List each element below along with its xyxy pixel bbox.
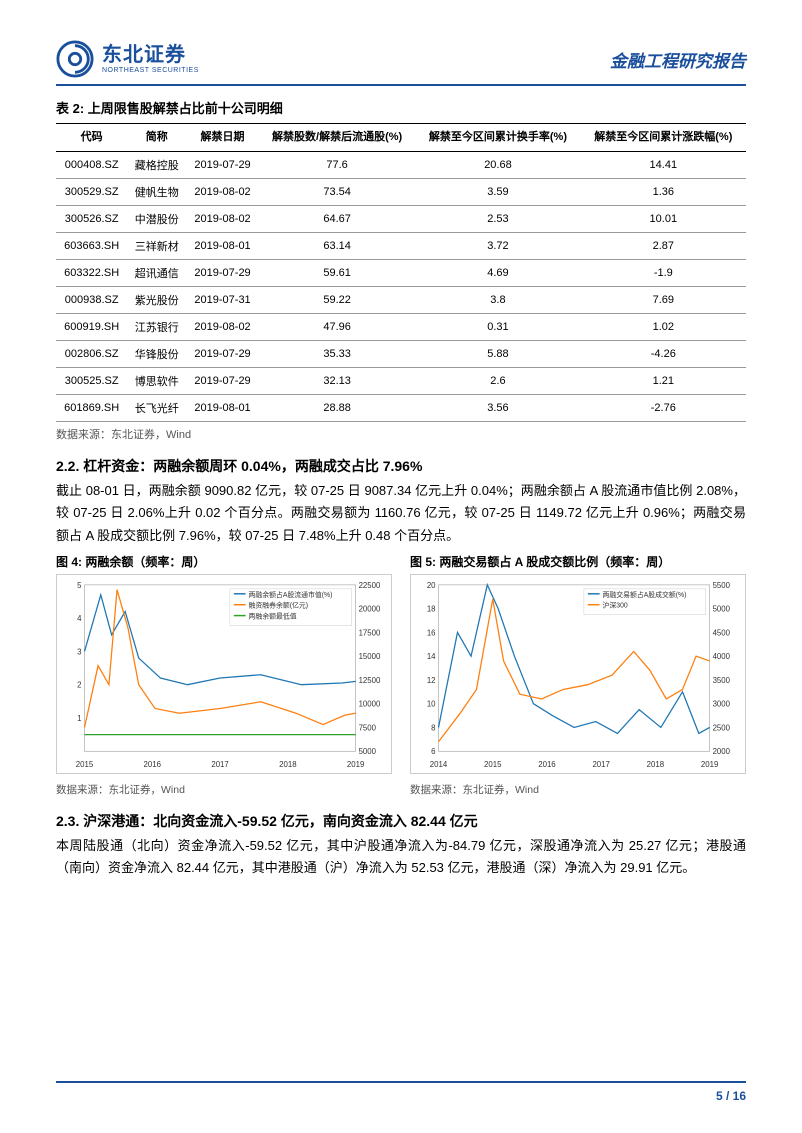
svg-text:2018: 2018 bbox=[279, 760, 297, 769]
svg-text:3000: 3000 bbox=[713, 699, 731, 708]
logo-block: 东北证券 NORTHEAST SECURITIES bbox=[56, 40, 199, 78]
svg-text:7500: 7500 bbox=[359, 723, 377, 732]
table-row: 603663.SH三祥新材2019-08-0163.143.722.87 bbox=[56, 233, 746, 260]
chart5: 6 8 10 12 14 16 18 20 2000 2500 3000 3500 4000 4500 50… bbox=[410, 574, 746, 774]
svg-text:2016: 2016 bbox=[144, 760, 162, 769]
svg-text:15000: 15000 bbox=[359, 652, 381, 661]
svg-text:5500: 5500 bbox=[713, 581, 731, 590]
table-row: 600919.SH江苏银行2019-08-0247.960.311.02 bbox=[56, 314, 746, 341]
svg-text:2015: 2015 bbox=[76, 760, 94, 769]
svg-text:12: 12 bbox=[427, 676, 436, 685]
svg-text:两融交易额占A股成交额(%): 两融交易额占A股成交额(%) bbox=[603, 589, 687, 598]
svg-text:2017: 2017 bbox=[592, 760, 609, 769]
table-row: 300529.SZ健帆生物2019-08-0273.543.591.36 bbox=[56, 179, 746, 206]
svg-text:6: 6 bbox=[431, 747, 436, 756]
svg-text:融资融券余额(亿元): 融资融券余额(亿元) bbox=[249, 600, 308, 609]
svg-text:14: 14 bbox=[427, 652, 436, 661]
page-number: 5 / 16 bbox=[716, 1089, 746, 1103]
table-row: 300526.SZ中潜股份2019-08-0264.672.5310.01 bbox=[56, 206, 746, 233]
table-header: 解禁股数/解禁后流通股(%) bbox=[259, 124, 415, 152]
svg-text:5000: 5000 bbox=[713, 604, 731, 613]
report-title: 金融工程研究报告 bbox=[610, 47, 746, 72]
svg-text:4000: 4000 bbox=[713, 652, 731, 661]
svg-text:1: 1 bbox=[77, 714, 81, 723]
table-row: 000408.SZ藏格控股2019-07-2977.620.6814.41 bbox=[56, 152, 746, 179]
section-22-heading: 2.2. 杠杆资金：两融余额周环 0.04%，两融成交占比 7.96% bbox=[56, 456, 746, 476]
svg-text:20: 20 bbox=[427, 581, 436, 590]
chart4-source: 数据来源：东北证券，Wind bbox=[56, 782, 392, 797]
table-header: 解禁至今区间累计换手率(%) bbox=[415, 124, 580, 152]
company-name-cn: 东北证券 bbox=[102, 45, 199, 65]
svg-text:3: 3 bbox=[77, 647, 82, 656]
svg-text:2015: 2015 bbox=[484, 760, 502, 769]
svg-text:2500: 2500 bbox=[713, 723, 731, 732]
svg-text:两融余额最低值: 两融余额最低值 bbox=[249, 611, 297, 620]
svg-text:22500: 22500 bbox=[359, 581, 381, 590]
svg-text:2019: 2019 bbox=[701, 760, 718, 769]
svg-text:5: 5 bbox=[77, 581, 82, 590]
chart4-title: 图 4: 两融余额（频率：周） bbox=[56, 553, 392, 570]
table-row: 000938.SZ紫光股份2019-07-3159.223.87.69 bbox=[56, 287, 746, 314]
svg-text:2017: 2017 bbox=[211, 760, 228, 769]
svg-text:沪深300: 沪深300 bbox=[603, 600, 628, 609]
svg-text:12500: 12500 bbox=[359, 676, 381, 685]
company-name-en: NORTHEAST SECURITIES bbox=[102, 67, 199, 74]
page-footer: 5 / 16 bbox=[56, 1081, 746, 1105]
svg-text:2016: 2016 bbox=[538, 760, 556, 769]
table-header: 解禁至今区间累计涨跌幅(%) bbox=[581, 124, 746, 152]
svg-text:10000: 10000 bbox=[359, 699, 381, 708]
page-header: 东北证券 NORTHEAST SECURITIES 金融工程研究报告 bbox=[56, 40, 746, 86]
table-header: 简称 bbox=[127, 124, 186, 152]
company-logo-icon bbox=[56, 40, 94, 78]
svg-text:2000: 2000 bbox=[713, 747, 731, 756]
chart5-title: 图 5: 两融交易额占 A 股成交额比例（频率：周） bbox=[410, 553, 746, 570]
table2: 代码简称解禁日期解禁股数/解禁后流通股(%)解禁至今区间累计换手率(%)解禁至今… bbox=[56, 123, 746, 422]
svg-text:3500: 3500 bbox=[713, 676, 731, 685]
section-23-para: 本周陆股通（北向）资金净流入-59.52 亿元，其中沪股通净流入为-84.79 … bbox=[56, 835, 746, 879]
table2-source: 数据来源：东北证券，Wind bbox=[56, 426, 746, 442]
table-header: 解禁日期 bbox=[186, 124, 259, 152]
svg-text:5000: 5000 bbox=[359, 747, 377, 756]
svg-text:2019: 2019 bbox=[347, 760, 364, 769]
table-row: 300525.SZ博思软件2019-07-2932.132.61.21 bbox=[56, 368, 746, 395]
svg-text:4: 4 bbox=[77, 614, 82, 623]
section-23-heading: 2.3. 沪深港通：北向资金流入-59.52 亿元，南向资金流入 82.44 亿… bbox=[56, 811, 746, 831]
table-row: 601869.SH长飞光纤2019-08-0128.883.56-2.76 bbox=[56, 395, 746, 422]
table2-title: 表 2: 上周限售股解禁占比前十公司明细 bbox=[56, 98, 746, 117]
svg-text:8: 8 bbox=[431, 723, 436, 732]
svg-text:10: 10 bbox=[427, 699, 436, 708]
svg-text:2018: 2018 bbox=[647, 760, 665, 769]
chart4: 1 2 3 4 5 5000 7500 10000 12500 15000 17500 20000 22… bbox=[56, 574, 392, 774]
section-22-para: 截止 08-01 日，两融余额 9090.82 亿元，较 07-25 日 908… bbox=[56, 480, 746, 546]
table-row: 002806.SZ华锋股份2019-07-2935.335.88-4.26 bbox=[56, 341, 746, 368]
svg-text:2014: 2014 bbox=[430, 760, 448, 769]
chart5-source: 数据来源：东北证券，Wind bbox=[410, 782, 746, 797]
svg-text:20000: 20000 bbox=[359, 604, 381, 613]
svg-text:2: 2 bbox=[77, 680, 81, 689]
svg-text:两融余额占A股流通市值(%): 两融余额占A股流通市值(%) bbox=[249, 589, 333, 598]
svg-text:16: 16 bbox=[427, 628, 436, 637]
svg-text:4500: 4500 bbox=[713, 628, 731, 637]
table-header: 代码 bbox=[56, 124, 127, 152]
svg-text:18: 18 bbox=[427, 604, 436, 613]
svg-text:17500: 17500 bbox=[359, 628, 381, 637]
table-row: 603322.SH超讯通信2019-07-2959.614.69-1.9 bbox=[56, 260, 746, 287]
